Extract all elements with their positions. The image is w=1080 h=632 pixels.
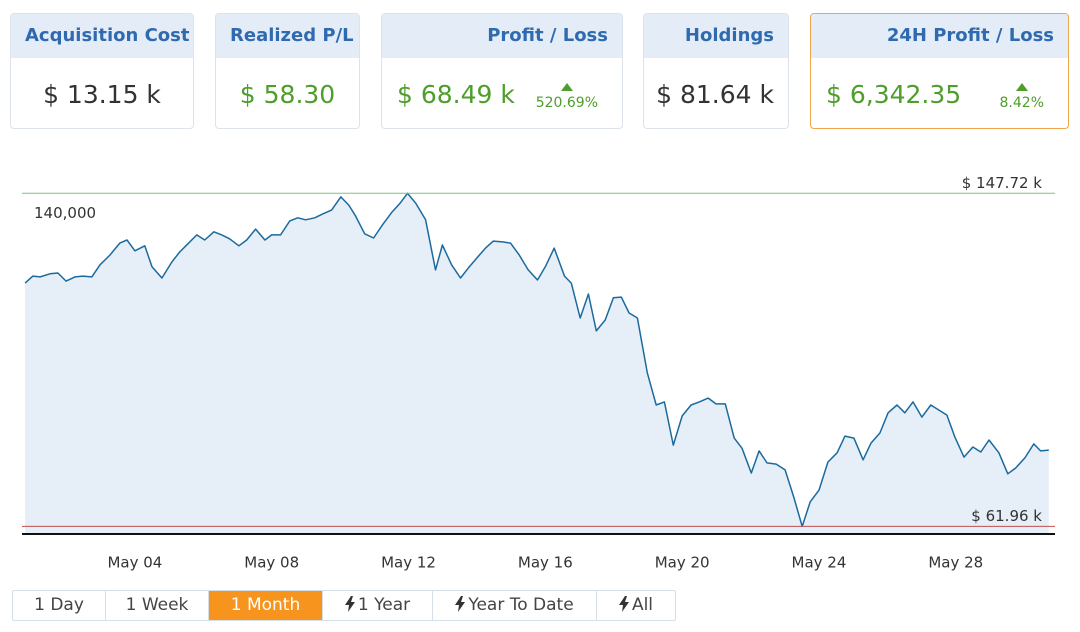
stat-card: 24H Profit / Loss $ 6,342.35 8.42% xyxy=(810,13,1069,129)
card-title: Acquisition Cost xyxy=(11,14,193,58)
x-tick-label: May 08 xyxy=(244,554,299,572)
card-body: $ 13.15 k xyxy=(11,58,193,128)
card-body: $ 81.64 k xyxy=(644,58,788,128)
range-tab[interactable]: All xyxy=(597,591,675,620)
x-tick-label: May 28 xyxy=(928,554,983,572)
bolt-icon xyxy=(344,596,355,612)
card-value: $ 6,342.35 xyxy=(826,79,962,109)
x-tick-label: May 16 xyxy=(518,554,573,572)
bolt-icon xyxy=(455,596,466,612)
change-percent: 520.69% xyxy=(535,95,598,111)
range-tabs: 1 Day 1 Week 1 Month 1 Year Year To Date All xyxy=(12,590,676,621)
tab-label: 1 Day xyxy=(34,595,84,615)
change-percent: 8.42% xyxy=(999,95,1044,111)
range-tab[interactable]: 1 Year xyxy=(323,591,433,620)
tab-label: 1 Year xyxy=(357,595,411,615)
card-title: Profit / Loss xyxy=(382,14,622,58)
tab-label: Year To Date xyxy=(468,595,574,615)
card-body: $ 58.30 xyxy=(216,58,359,128)
x-tick-label: May 04 xyxy=(107,554,162,572)
bolt-shape xyxy=(455,596,466,612)
tab-label: All xyxy=(631,595,654,615)
range-tab[interactable]: Year To Date xyxy=(433,591,597,620)
card-change: 8.42% xyxy=(1000,83,1044,111)
x-tick-label: May 12 xyxy=(381,554,436,572)
area-fill xyxy=(25,193,1049,535)
up-arrow xyxy=(1015,83,1028,91)
reference-label: $ 61.96 k xyxy=(971,507,1042,525)
card-title: 24H Profit / Loss xyxy=(811,14,1068,58)
stat-card: Profit / Loss $ 68.49 k 520.69% xyxy=(381,13,623,129)
bolt-icon xyxy=(618,596,629,612)
card-value: $ 58.30 xyxy=(239,79,336,109)
card-body: $ 6,342.35 8.42% xyxy=(811,58,1068,128)
up-arrow xyxy=(560,83,573,91)
card-value: $ 13.15 k xyxy=(43,79,161,109)
card-title: Realized P/L xyxy=(216,14,359,58)
bolt-shape xyxy=(618,596,629,612)
card-body: $ 68.49 k 520.69% xyxy=(382,58,622,128)
card-value: $ 81.64 k xyxy=(656,79,774,109)
card-value: $ 68.49 k xyxy=(397,79,515,109)
tab-label: 1 Month xyxy=(230,595,301,615)
card-title: Holdings xyxy=(644,14,788,58)
reference-label: $ 147.72 k xyxy=(962,174,1043,192)
stat-card: Holdings $ 81.64 k xyxy=(643,13,789,129)
chart: 60,00080,000100,000120,000140,000$ 147.7… xyxy=(22,174,1055,572)
bolt-shape xyxy=(344,596,355,612)
range-tab[interactable]: 1 Week xyxy=(106,591,209,620)
range-tab[interactable]: 1 Day xyxy=(13,591,106,620)
tab-label: 1 Week xyxy=(125,595,189,615)
x-tick-label: May 24 xyxy=(792,554,847,572)
x-tick-label: May 20 xyxy=(655,554,710,572)
stat-card: Realized P/L $ 58.30 xyxy=(215,13,360,129)
stat-card: Acquisition Cost $ 13.15 k xyxy=(10,13,194,129)
range-tab[interactable]: 1 Month xyxy=(209,591,323,620)
card-change: 520.69% xyxy=(536,83,598,111)
y-tick-label: 140,000 xyxy=(34,204,96,222)
price-line xyxy=(24,192,1049,528)
